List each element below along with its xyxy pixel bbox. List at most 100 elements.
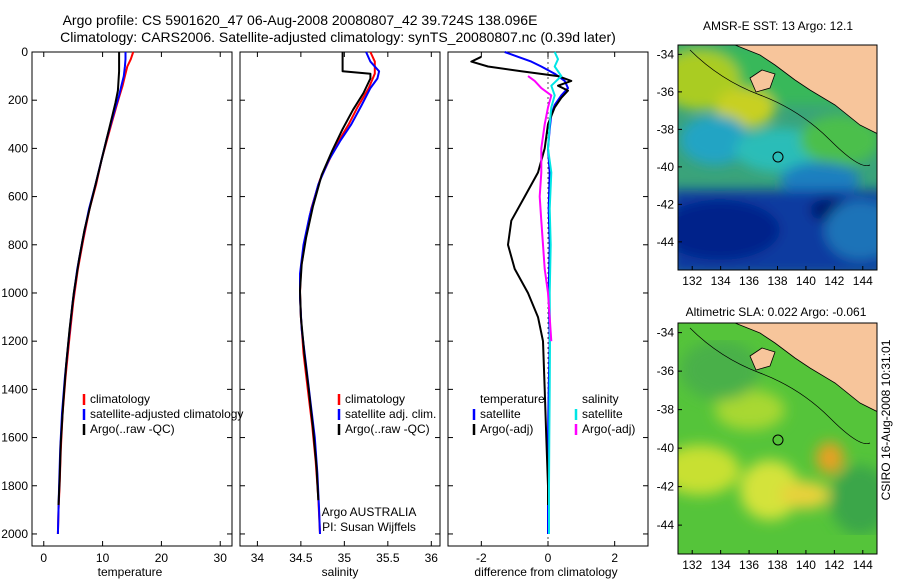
map-x-tick-label: 132 — [682, 558, 702, 572]
sst-field — [678, 45, 877, 270]
map-x-tick-label: 138 — [767, 274, 787, 288]
difference-x-ticks: -2 0 2 — [476, 52, 618, 565]
series-line-0-1 — [56, 52, 127, 535]
legend-entry: Argo(-adj) — [480, 422, 533, 436]
map-y-tick-label: -40 — [657, 441, 675, 455]
map-x-tick-label: 140 — [796, 558, 816, 572]
temperature-plot-frame — [31, 51, 233, 547]
timestamp-side-label: CSIRO 16-Aug-2008 10:31:01 — [879, 339, 893, 500]
legend-entry: Argo(..raw -QC) — [345, 422, 430, 436]
temperature-x-axis-label: temperature — [98, 565, 163, 579]
map-x-tick-label: 132 — [682, 274, 702, 288]
map-y-tick-label: -42 — [657, 480, 675, 494]
salinity-panel: 34 34.5 35 35.5 36 salinity climatologysatel… — [239, 51, 441, 579]
sst-land — [734, 45, 877, 134]
x-tick-label: 30 — [214, 551, 228, 565]
legend-entry: Argo(..raw -QC) — [90, 422, 175, 436]
sla-map-y-ticks: -34 -36 -38 -40 -42 -44 — [657, 326, 682, 532]
legend-entry: satellite — [582, 407, 623, 421]
map-x-tick-label: 144 — [853, 558, 873, 572]
y-tick-label: 1800 — [1, 479, 28, 493]
legend-entry: temperature — [480, 392, 545, 406]
map-x-tick-label: 140 — [796, 274, 816, 288]
y-tick-label: 0 — [21, 45, 28, 59]
x-tick-label: 35.5 — [376, 551, 400, 565]
legend-entry: salinity — [582, 392, 619, 406]
map-y-tick-label: -36 — [657, 85, 675, 99]
series-line-2-0 — [504, 51, 569, 534]
y-tick-label: 1000 — [1, 286, 28, 300]
depth-y-ticks: 0 200 400 600 800 1000 1200 1400 1600 1800 2000 — [1, 45, 232, 541]
map-x-tick-label: 142 — [824, 558, 844, 572]
salinity-x-ticks: 34 34.5 35 35.5 36 — [251, 52, 438, 565]
map-x-tick-label: 136 — [739, 558, 759, 572]
x-tick-label: 34 — [251, 551, 265, 565]
legend-entry: climatology — [90, 392, 150, 406]
series-line-1-0 — [299, 51, 376, 535]
map-y-tick-label: -34 — [657, 326, 675, 340]
series-line-2-1 — [470, 55, 573, 505]
figure-title-line2: Climatology: CARS2006. Satellite-adjuste… — [60, 29, 616, 45]
x-tick-label: 20 — [155, 551, 169, 565]
sst-map-panel: AMSR-E SST: 13 Argo: 12.1 132 134 1 — [657, 19, 878, 288]
y-tick-label: 2000 — [1, 527, 28, 541]
map-y-tick-label: -36 — [657, 364, 675, 378]
map-x-tick-label: 136 — [739, 274, 759, 288]
map-y-tick-label: -38 — [657, 403, 675, 417]
sla-land — [734, 323, 877, 412]
y-tick-label: 200 — [8, 93, 28, 107]
pi-label: PI: Susan Wijffels — [322, 520, 416, 534]
x-tick-label: 0 — [40, 551, 47, 565]
legend-entry: satellite adj. clim. — [345, 407, 436, 421]
x-tick-label: 35 — [338, 551, 352, 565]
map-y-tick-label: -40 — [657, 160, 675, 174]
x-tick-label: 34.5 — [289, 551, 313, 565]
map-y-tick-label: -44 — [657, 518, 675, 532]
map-y-tick-label: -44 — [657, 235, 675, 249]
sla-argo-location-marker — [772, 434, 784, 446]
legend-entry: satellite — [480, 407, 521, 421]
difference-lines — [448, 51, 648, 535]
sla-map-panel: Altimetric SLA: 0.022 Argo: -0.061 132 13… — [657, 305, 878, 572]
argo-australia-label: Argo AUSTRALIA — [322, 505, 417, 519]
legend-entry: climatology — [345, 392, 405, 406]
x-tick-label: 0 — [545, 551, 552, 565]
map-x-tick-label: 144 — [853, 274, 873, 288]
y-tick-label: 600 — [8, 190, 28, 204]
series-line-2-3 — [527, 75, 553, 342]
x-tick-label: -2 — [476, 551, 487, 565]
salinity-plot-frame — [239, 51, 441, 547]
map-y-tick-label: -34 — [657, 47, 675, 61]
map-y-tick-label: -38 — [657, 122, 675, 136]
temperature-lines — [56, 51, 135, 535]
sla-map-title: Altimetric SLA: 0.022 Argo: -0.061 — [686, 305, 867, 319]
map-x-tick-label: 138 — [767, 558, 787, 572]
map-y-tick-label: -42 — [657, 197, 675, 211]
temperature-x-ticks: 0 10 20 30 — [40, 52, 227, 565]
map-x-tick-label: 134 — [711, 274, 731, 288]
figure-title-line1: Argo profile: CS 5901620_47 06-Aug-2008 … — [63, 12, 538, 28]
legend-entry: satellite-adjusted climatology — [90, 407, 243, 421]
map-x-tick-label: 142 — [824, 274, 844, 288]
x-tick-label: 10 — [96, 551, 110, 565]
legend-entry: Argo(-adj) — [582, 422, 635, 436]
sst-map-title: AMSR-E SST: 13 Argo: 12.1 — [703, 19, 853, 33]
series-line-1-2 — [299, 52, 372, 501]
sla-map-x-ticks: 132 134 136 138 140 142 144 — [682, 550, 873, 572]
sst-map-x-ticks: 132 134 136 138 140 142 144 — [682, 266, 873, 288]
salinity-x-axis-label: salinity — [322, 565, 359, 579]
y-tick-label: 1200 — [1, 334, 28, 348]
y-tick-label: 800 — [8, 238, 28, 252]
y-tick-label: 400 — [8, 141, 28, 155]
map-x-tick-label: 134 — [711, 558, 731, 572]
x-tick-label: 2 — [611, 551, 618, 565]
salinity-lines — [240, 51, 440, 535]
y-tick-label: 1600 — [1, 431, 28, 445]
difference-x-axis-label: difference from climatology — [474, 565, 617, 579]
y-tick-label: 1400 — [1, 382, 28, 396]
sst-argo-location-marker — [772, 151, 784, 163]
